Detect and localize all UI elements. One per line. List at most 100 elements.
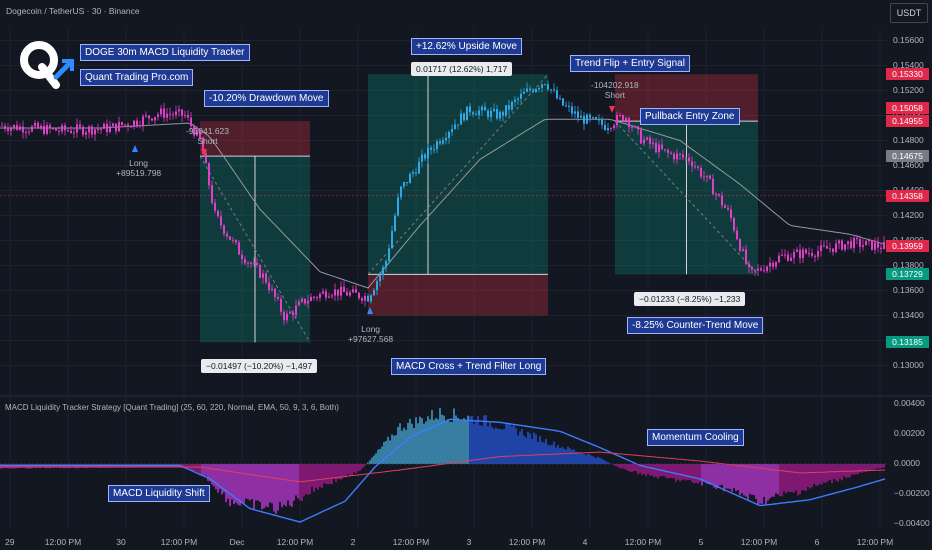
candle-body xyxy=(328,296,330,298)
candle-body xyxy=(394,215,396,231)
candle-body xyxy=(739,239,741,251)
candle-body xyxy=(505,105,507,116)
price-tag: 0.15058 xyxy=(886,102,929,115)
candle-body xyxy=(772,262,774,267)
candle-body xyxy=(694,166,696,168)
candle-body xyxy=(292,312,294,316)
currency-button[interactable]: USDT xyxy=(890,3,928,23)
candle-body xyxy=(16,124,18,130)
candle-body xyxy=(844,244,846,250)
candle-body xyxy=(550,89,552,91)
price-tick-label: 0.13400 xyxy=(893,309,924,320)
candle-body xyxy=(571,106,573,114)
candle-body xyxy=(487,110,489,118)
candle-body xyxy=(556,90,558,99)
candle-body xyxy=(193,126,195,136)
time-tick-label: 2 xyxy=(350,537,356,547)
macd-tick-label: 0.00400 xyxy=(894,398,925,409)
candle-body xyxy=(667,150,669,153)
time-tick-label: 12:00 PM xyxy=(160,537,198,547)
candle-body xyxy=(421,154,423,162)
candle-body xyxy=(58,130,60,132)
q-logo-icon xyxy=(20,41,74,89)
trade-short-1: -91041.623 Short xyxy=(186,126,230,146)
candle-body xyxy=(586,114,588,124)
candle-body xyxy=(19,126,21,130)
candle-body xyxy=(211,185,213,203)
candle-body xyxy=(106,123,108,133)
price-tag: 0.14675 xyxy=(886,150,929,163)
signal-line xyxy=(0,451,886,483)
candle-body xyxy=(457,124,459,126)
candle-body xyxy=(838,240,840,244)
candle-body xyxy=(715,193,717,195)
candle-body xyxy=(781,254,783,256)
candle-body xyxy=(181,109,183,116)
candle-body xyxy=(574,111,576,114)
candle-body xyxy=(619,114,621,116)
candle-body xyxy=(760,268,762,271)
candle-body xyxy=(418,161,420,174)
candle-body xyxy=(280,298,282,312)
candle-body xyxy=(565,105,567,107)
candle-body xyxy=(391,230,393,249)
candle-body xyxy=(88,126,90,133)
candle-body xyxy=(346,292,348,296)
candle-body xyxy=(100,128,102,130)
brand-site-label: Quant Trading Pro.com xyxy=(80,69,194,86)
candle-body xyxy=(70,130,72,133)
candle-body xyxy=(109,126,111,133)
candle-body xyxy=(829,248,831,250)
candle-body xyxy=(742,249,744,251)
candle-body xyxy=(304,298,306,304)
candle-body xyxy=(544,84,546,86)
candle-body xyxy=(256,262,258,265)
candle-body xyxy=(778,255,780,263)
candle-body xyxy=(355,289,357,293)
candle-body xyxy=(532,90,534,92)
time-tick-label: 12:00 PM xyxy=(740,537,778,547)
price-tag: 0.13959 xyxy=(886,239,929,252)
candle-body xyxy=(604,124,606,131)
candle-body xyxy=(205,153,207,164)
candle-body xyxy=(118,122,120,132)
time-tick-label: 29 xyxy=(5,537,15,547)
candle-body xyxy=(124,124,126,126)
candle-body xyxy=(400,186,402,198)
candle-body xyxy=(319,293,321,298)
time-tick-label: 4 xyxy=(582,537,588,547)
candle-body xyxy=(823,245,825,247)
candle-body xyxy=(223,225,225,234)
candle-body xyxy=(766,266,768,272)
candle-body xyxy=(511,101,513,110)
candle-body xyxy=(13,124,15,128)
candle-body xyxy=(313,296,315,298)
candle-body xyxy=(562,98,564,106)
candle-body xyxy=(190,117,192,127)
long-arrow-icon xyxy=(132,145,138,152)
price-tag: 0.14955 xyxy=(886,115,929,128)
macd-line xyxy=(0,418,886,523)
candle-body xyxy=(847,241,849,245)
candle-body xyxy=(298,301,300,306)
candle-body xyxy=(415,172,417,174)
candle-body xyxy=(835,243,837,253)
candle-body xyxy=(442,140,444,144)
candle-body xyxy=(661,144,663,150)
candle-body xyxy=(727,207,729,210)
candle-body xyxy=(622,115,624,121)
candle-body xyxy=(34,122,36,127)
trend-line-2 xyxy=(367,73,549,275)
candle-body xyxy=(49,125,51,129)
candle-body xyxy=(361,298,363,301)
candle-body xyxy=(148,115,150,119)
candle-body xyxy=(583,115,585,124)
price-tick-label: 0.13000 xyxy=(893,359,924,370)
time-tick-label: Dec xyxy=(229,537,245,547)
candle-body xyxy=(826,246,828,249)
candle-body xyxy=(802,249,804,259)
candle-body xyxy=(28,131,30,133)
candle-body xyxy=(850,241,852,249)
trade-short-2: -104202.918 Short xyxy=(591,80,639,100)
